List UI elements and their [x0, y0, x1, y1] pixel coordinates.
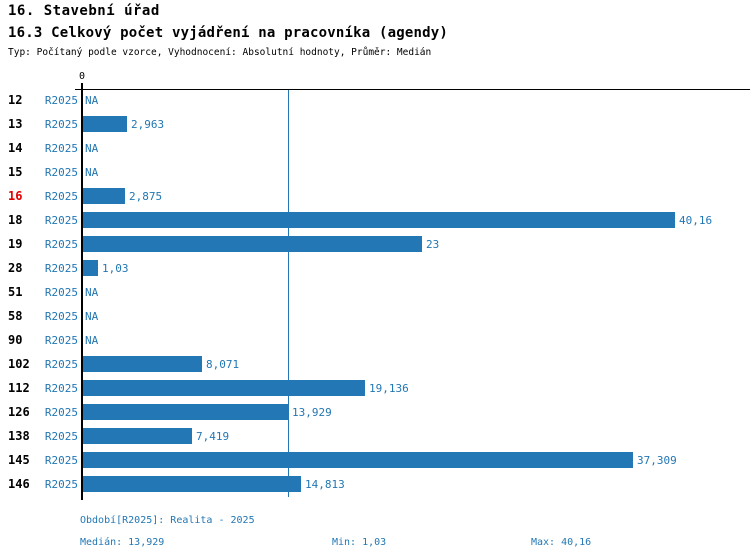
row-series-label: R2025 — [44, 142, 78, 155]
row-series-label: R2025 — [44, 334, 78, 347]
chart-row: 58 R2025 NA — [0, 306, 750, 330]
report-subtitle: 16.3 Celkový počet vyjádření na pracovní… — [8, 25, 449, 41]
row-bar — [83, 476, 301, 492]
row-series-label: R2025 — [44, 118, 78, 131]
row-category-label: 18 — [8, 213, 23, 227]
report-meta-line: Typ: Počítaný podle vzorce, Vyhodnocení:… — [8, 47, 432, 58]
median-stat-label: Medián: 13,929 — [80, 537, 165, 548]
row-value-label: NA — [85, 334, 99, 347]
chart-row: 13 R2025 2,963 — [0, 114, 750, 138]
x-axis-zero-tick-label: 0 — [78, 71, 86, 82]
row-series-label: R2025 — [44, 430, 78, 443]
row-category-label: 146 — [8, 477, 30, 491]
row-category-label: 15 — [8, 165, 23, 179]
row-value-label: 1,03 — [102, 262, 129, 275]
chart-row: 102 R2025 8,071 — [0, 354, 750, 378]
max-stat-label: Max: 40,16 — [531, 537, 592, 548]
row-bar — [83, 188, 125, 204]
row-series-label: R2025 — [44, 262, 78, 275]
chart-row: 15 R2025 NA — [0, 162, 750, 186]
row-series-label: R2025 — [44, 358, 78, 371]
row-bar — [83, 380, 365, 396]
row-category-label: 126 — [8, 405, 30, 419]
row-bar — [83, 212, 675, 228]
row-value-label: 19,136 — [369, 382, 409, 395]
row-value-label: 37,309 — [637, 454, 677, 467]
page-title: 16. Stavební úřad — [8, 3, 160, 19]
chart-row: 126 R2025 13,929 — [0, 402, 750, 426]
y-axis-line — [81, 83, 83, 500]
row-category-label: 16 — [8, 189, 23, 203]
row-value-label: 23 — [426, 238, 440, 251]
row-bar — [83, 236, 422, 252]
chart-row: 51 R2025 NA — [0, 282, 750, 306]
row-value-label: 2,963 — [131, 118, 165, 131]
row-category-label: 102 — [8, 357, 30, 371]
row-bar — [83, 356, 202, 372]
row-category-label: 58 — [8, 309, 23, 323]
median-reference-line — [288, 90, 289, 497]
row-value-label: 13,929 — [292, 406, 332, 419]
row-series-label: R2025 — [44, 214, 78, 227]
row-value-label: NA — [85, 310, 99, 323]
period-label: Období[R2025]: Realita - 2025 — [80, 515, 255, 526]
row-bar — [83, 452, 633, 468]
row-value-label: 40,16 — [679, 214, 713, 227]
chart-row: 145 R2025 37,309 — [0, 450, 750, 474]
chart-row: 18 R2025 40,16 — [0, 210, 750, 234]
chart-row: 12 R2025 NA — [0, 90, 750, 114]
chart-row: 16 R2025 2,875 — [0, 186, 750, 210]
row-series-label: R2025 — [44, 478, 78, 491]
row-category-label: 19 — [8, 237, 23, 251]
row-value-label: 14,813 — [305, 478, 345, 491]
row-value-label: NA — [85, 142, 99, 155]
row-category-label: 138 — [8, 429, 30, 443]
chart-row: 146 R2025 14,813 — [0, 474, 750, 498]
bar-chart: 12 R2025 NA 13 R2025 2,963 14 R2025 NA 15 R2025 NA 1… — [0, 90, 750, 498]
chart-row: 19 R2025 23 — [0, 234, 750, 258]
row-value-label: NA — [85, 94, 99, 107]
row-category-label: 28 — [8, 261, 23, 275]
row-value-label: 8,071 — [206, 358, 240, 371]
row-series-label: R2025 — [44, 286, 78, 299]
row-category-label: 13 — [8, 117, 23, 131]
row-series-label: R2025 — [44, 190, 78, 203]
min-stat-label: Min: 1,03 — [332, 537, 387, 548]
chart-row: 138 R2025 7,419 — [0, 426, 750, 450]
chart-row: 14 R2025 NA — [0, 138, 750, 162]
chart-row: 90 R2025 NA — [0, 330, 750, 354]
row-bar — [83, 404, 288, 420]
row-value-label: NA — [85, 166, 99, 179]
row-category-label: 14 — [8, 141, 23, 155]
chart-row: 112 R2025 19,136 — [0, 378, 750, 402]
row-category-label: 112 — [8, 381, 30, 395]
row-value-label: NA — [85, 286, 99, 299]
row-series-label: R2025 — [44, 382, 78, 395]
row-category-label: 90 — [8, 333, 23, 347]
row-value-label: 2,875 — [129, 190, 163, 203]
row-bar — [83, 116, 127, 132]
row-category-label: 51 — [8, 285, 23, 299]
row-series-label: R2025 — [44, 406, 78, 419]
row-series-label: R2025 — [44, 310, 78, 323]
x-axis-line — [75, 89, 750, 90]
row-category-label: 12 — [8, 93, 23, 107]
row-category-label: 145 — [8, 453, 30, 467]
chart-row: 28 R2025 1,03 — [0, 258, 750, 282]
row-bar — [83, 428, 192, 444]
row-value-label: 7,419 — [196, 430, 230, 443]
row-series-label: R2025 — [44, 238, 78, 251]
row-series-label: R2025 — [44, 94, 78, 107]
row-series-label: R2025 — [44, 454, 78, 467]
row-series-label: R2025 — [44, 166, 78, 179]
row-bar — [83, 260, 98, 276]
